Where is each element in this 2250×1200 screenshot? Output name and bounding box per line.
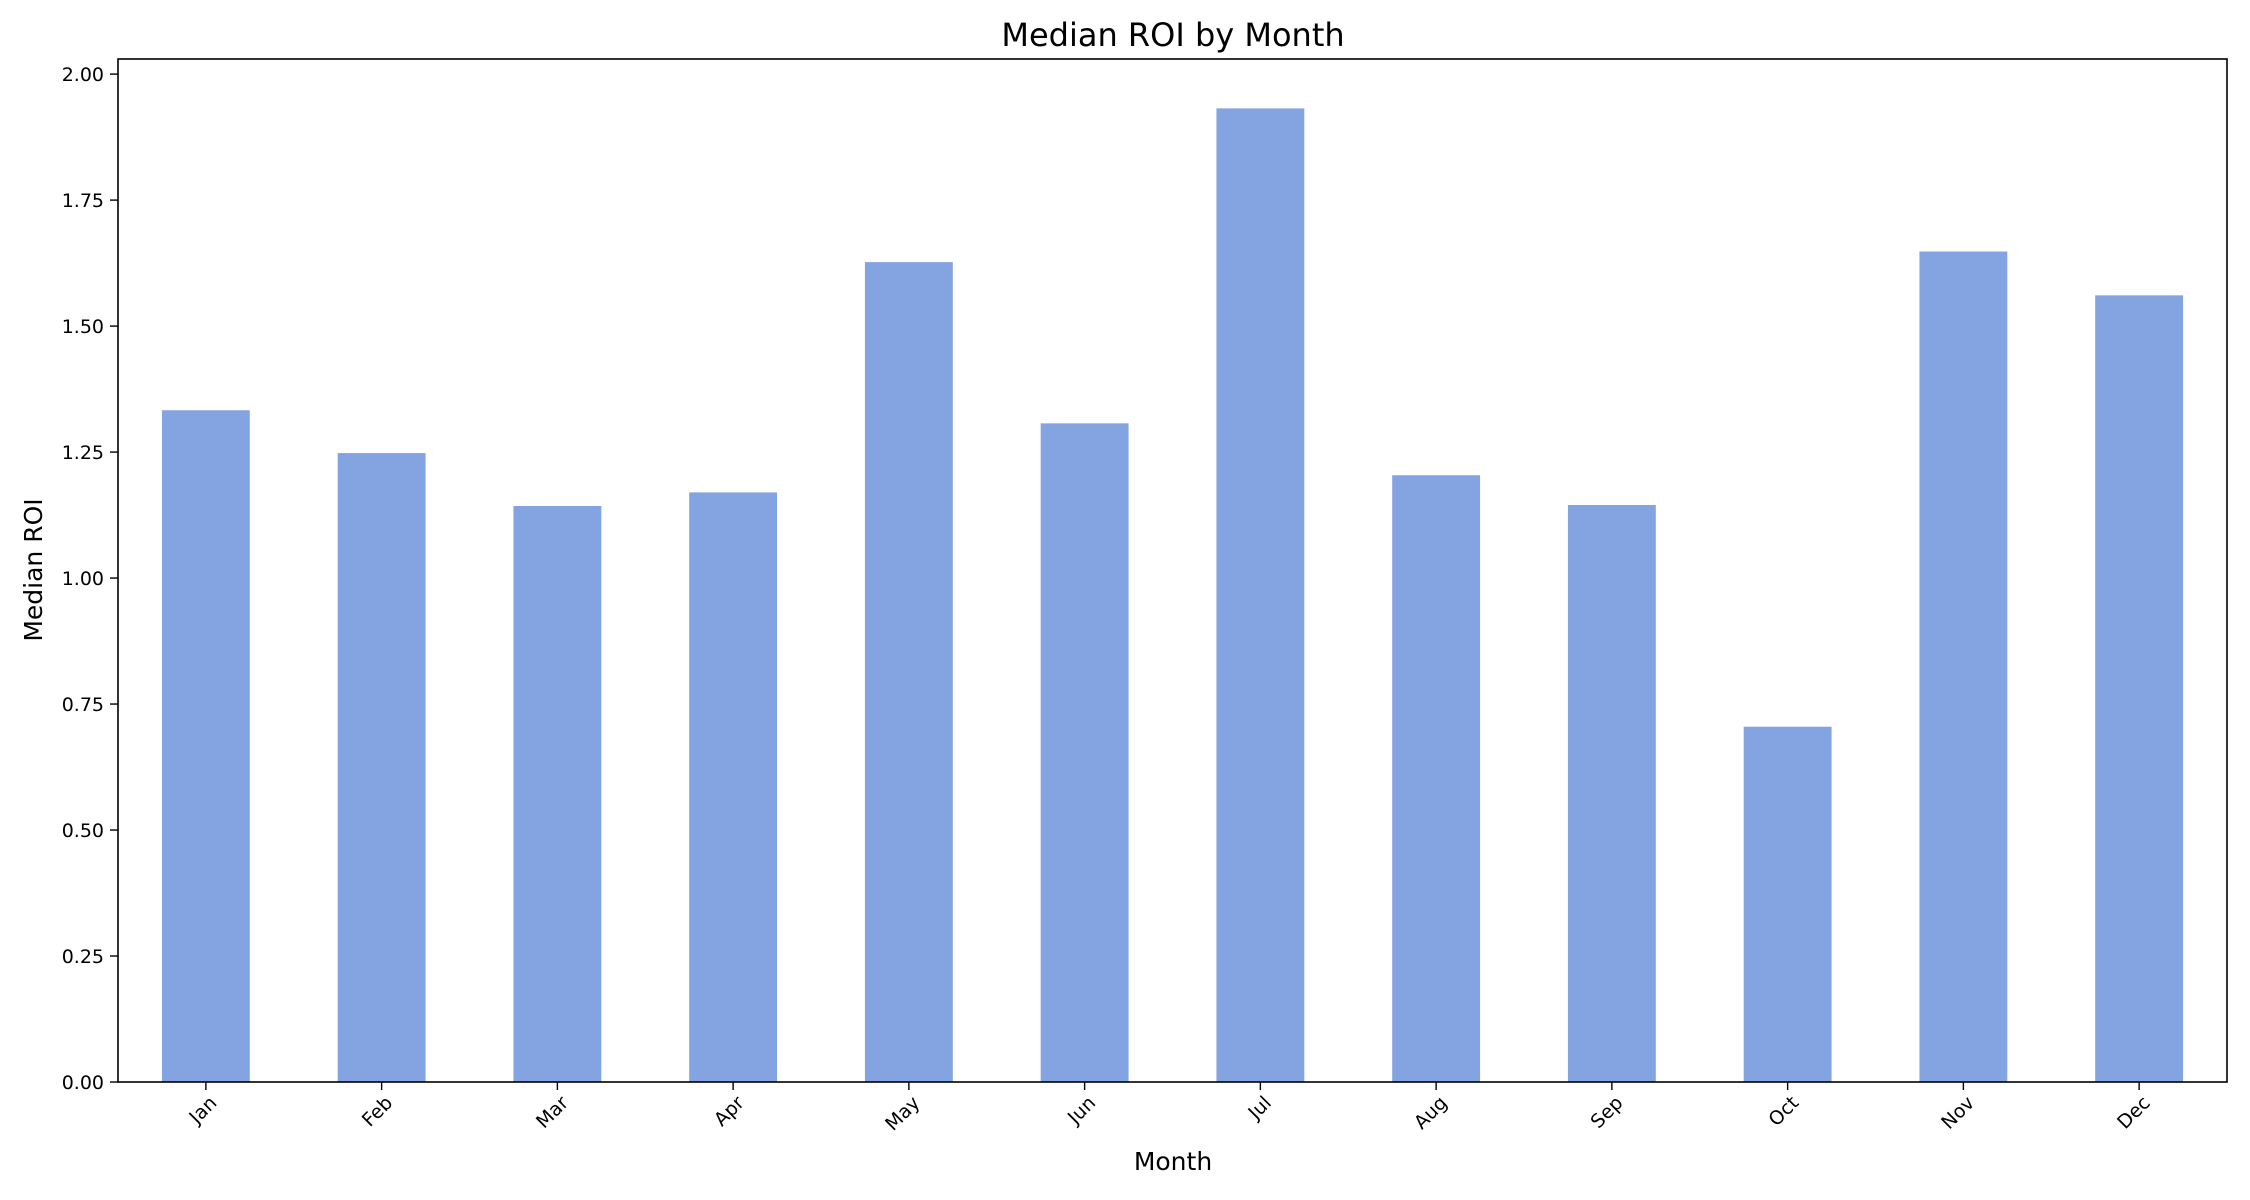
bar-oct	[1743, 726, 1832, 1082]
bars-group	[161, 108, 2184, 1083]
x-tick-label: Feb	[358, 1092, 397, 1131]
plot-frame	[117, 58, 2228, 1083]
y-axis: 0.00 0.25 0.50 0.75 1.00 1.25 1.50 1.75 2.00	[62, 64, 118, 1094]
bar-nov	[1919, 251, 2008, 1082]
bar-apr	[689, 492, 778, 1082]
x-tick-label: Jul	[1243, 1092, 1275, 1124]
y-tick-label: 0.00	[62, 1072, 104, 1094]
y-tick-label: 0.25	[62, 946, 104, 968]
x-tick-label: Nov	[1937, 1092, 1979, 1134]
x-tick-label: May	[881, 1092, 924, 1135]
y-tick-label: 1.00	[62, 568, 104, 590]
bar-jan	[161, 410, 250, 1082]
bar-jul	[1216, 108, 1305, 1082]
y-tick-label: 0.50	[62, 820, 104, 842]
x-tick-label: Mar	[532, 1092, 573, 1133]
x-tick-label: Jun	[1063, 1092, 1100, 1129]
bar-dec	[2095, 295, 2184, 1083]
chart-title: Median ROI by Month	[1001, 16, 1344, 54]
x-tick-label: Dec	[2113, 1092, 2155, 1134]
y-tick-label: 0.75	[62, 694, 104, 716]
x-tick-label: Aug	[1410, 1092, 1452, 1134]
y-tick-label: 2.00	[62, 64, 104, 86]
bar-jun	[1040, 423, 1129, 1083]
x-tick-label: Apr	[710, 1092, 749, 1131]
x-tick-label: Oct	[1764, 1092, 1803, 1131]
y-tick-label: 1.50	[62, 316, 104, 338]
x-axis: Jan Feb Mar Apr May Jun Jul Aug Sep Oct Nov Dec	[184, 1082, 2155, 1135]
y-tick-label: 1.25	[62, 442, 104, 464]
bar-aug	[1392, 475, 1481, 1082]
bar-mar	[513, 506, 602, 1082]
bar-may	[864, 262, 953, 1083]
x-axis-label: Month	[1134, 1147, 1212, 1176]
bar-feb	[337, 453, 426, 1083]
x-tick-label: Jan	[184, 1092, 221, 1129]
bar-sep	[1567, 504, 1656, 1082]
x-tick-label: Sep	[1587, 1092, 1628, 1133]
y-tick-label: 1.75	[62, 190, 104, 212]
y-axis-label: Median ROI	[19, 498, 48, 641]
